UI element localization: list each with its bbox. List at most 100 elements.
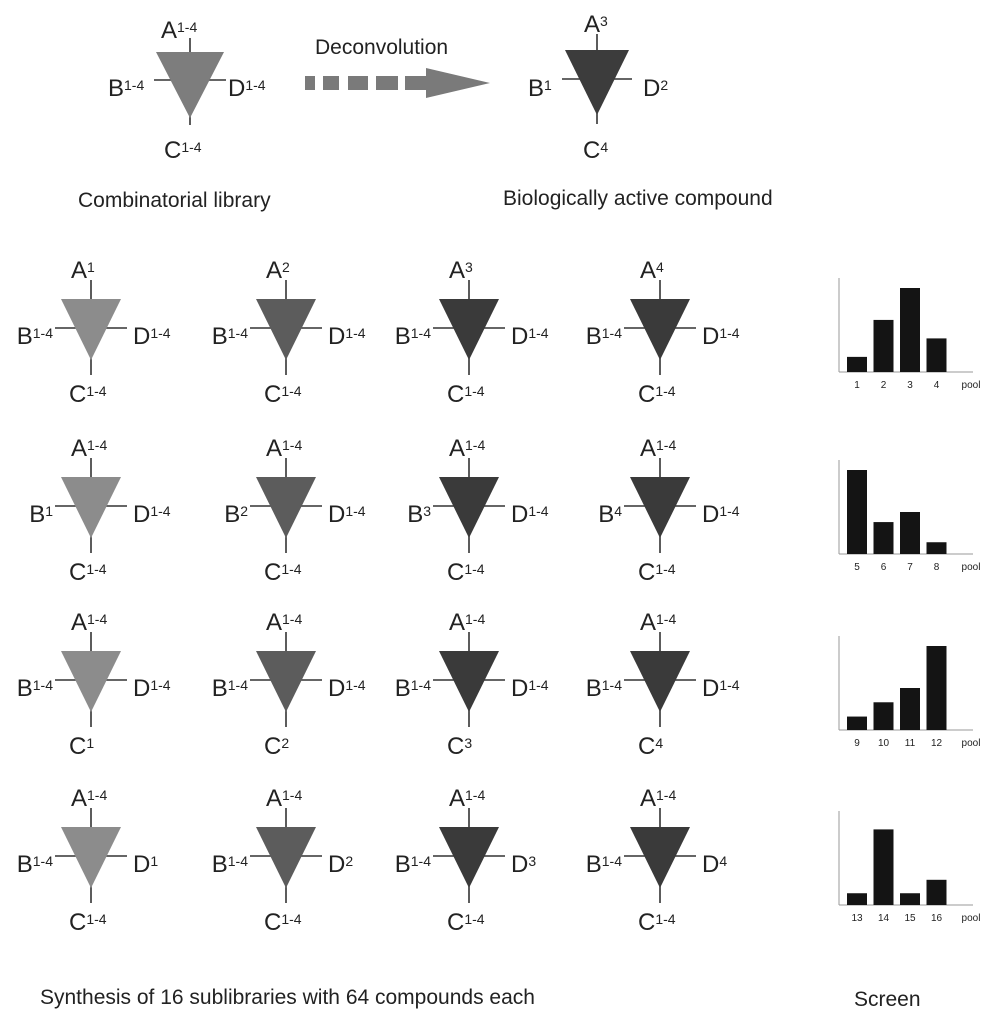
screen-chart-4: 13 14 15 16 pool (838, 811, 981, 924)
sublibrary-triangle (61, 299, 121, 360)
sublibrary-triangle (256, 651, 316, 712)
label-B: B1 (29, 501, 53, 528)
tick-label: 9 (854, 738, 860, 749)
sublibrary-15: A1-4 B1-4 D3 C1-4 (395, 785, 537, 936)
label-D: D1 (133, 851, 158, 878)
label-A: A1 (71, 257, 95, 284)
label-B: B1-4 (212, 323, 248, 350)
screen-caption: Screen (854, 988, 921, 1011)
active-caption: Biologically active compound (503, 187, 773, 210)
label-B: B1-4 (395, 323, 431, 350)
label-A: A2 (266, 257, 290, 284)
label-D: D1-4 (702, 675, 740, 702)
sublibrary-triangle (630, 477, 690, 538)
tick-label: pool (962, 562, 981, 573)
sublibrary-2: A2 B1-4 D1-4 C1-4 (212, 257, 366, 408)
label-A: A3 (449, 257, 473, 284)
sublibrary-grid: A1 B1-4 D1-4 C1-4 A2 B1-4 D1-4 C1-4 A3 B1-4 D1-4 C1… (17, 257, 740, 936)
label-C: C1-4 (638, 559, 676, 586)
sublibrary-triangle (256, 827, 316, 888)
label-A: A4 (640, 257, 664, 284)
label-D: D1-4 (228, 75, 266, 102)
label-C: C1-4 (638, 381, 676, 408)
label-A: A1-4 (71, 785, 107, 812)
label-B: B1-4 (586, 851, 622, 878)
label-B: B1-4 (395, 675, 431, 702)
bar (873, 522, 894, 554)
label-D: D1-4 (133, 323, 171, 350)
bar (900, 288, 920, 372)
sublibrary-triangle (439, 827, 499, 888)
bar (900, 688, 920, 730)
label-B: B1-4 (586, 675, 622, 702)
sublibrary-triangle (256, 299, 316, 360)
sublibrary-triangle (61, 651, 121, 712)
label-C: C1-4 (164, 137, 202, 164)
bar (847, 893, 867, 905)
label-B: B1-4 (395, 851, 431, 878)
label-D: D2 (328, 851, 353, 878)
label-C: C1 (69, 733, 94, 760)
sublibrary-13: A1-4 B1-4 D1 C1-4 (17, 785, 159, 936)
label-B: B1-4 (17, 851, 53, 878)
label-C: C1-4 (447, 559, 485, 586)
sublibrary-triangle (439, 651, 499, 712)
tick-label: 11 (905, 738, 916, 749)
label-B: B1-4 (17, 675, 53, 702)
bar (926, 542, 947, 554)
label-C: C2 (264, 733, 289, 760)
bar (847, 356, 867, 372)
library-triangle (156, 52, 224, 118)
label-C: C1-4 (264, 559, 302, 586)
label-C: C1-4 (264, 909, 302, 936)
label-D: D1-4 (133, 675, 171, 702)
label-A: A1-4 (640, 435, 676, 462)
synthesis-caption: Synthesis of 16 sublibraries with 64 com… (40, 986, 535, 1009)
label-A: A1-4 (449, 785, 485, 812)
sublibrary-11: A1-4 B1-4 D1-4 C3 (395, 609, 549, 760)
label-A: A1-4 (71, 609, 107, 636)
tick-label: pool (962, 380, 981, 391)
label-C: C1-4 (69, 909, 107, 936)
arrow-label: Deconvolution (315, 36, 448, 59)
active-triangle (565, 50, 629, 115)
label-D: D1-4 (133, 501, 171, 528)
sublibrary-7: A1-4 B3 D1-4 C1-4 (407, 435, 549, 586)
sublibrary-triangle (630, 299, 690, 360)
label-A: A1-4 (640, 609, 676, 636)
label-B: B1-4 (212, 851, 248, 878)
label-C: C1-4 (447, 909, 485, 936)
label-A: A1-4 (266, 785, 302, 812)
label-C: C4 (583, 137, 608, 164)
library-triangle-group: A1-4 B1-4 D1-4 C1-4 (108, 17, 266, 164)
label-D: D1-4 (511, 501, 549, 528)
label-A: A3 (584, 11, 608, 38)
label-C: C1-4 (264, 381, 302, 408)
sublibrary-4: A4 B1-4 D1-4 C1-4 (586, 257, 740, 408)
label-C: C1-4 (638, 909, 676, 936)
tick-label: pool (962, 913, 981, 924)
bar (926, 879, 947, 905)
label-A: A1-4 (266, 609, 302, 636)
label-A: A1-4 (266, 435, 302, 462)
label-C: C1-4 (69, 381, 107, 408)
label-A: A1-4 (449, 435, 485, 462)
active-compound-group: A3 B1 D2 C4 (528, 11, 668, 164)
tick-label: 1 (854, 380, 860, 391)
label-D: D1-4 (328, 501, 366, 528)
bar (900, 512, 920, 554)
sublibrary-triangle (630, 827, 690, 888)
tick-label: pool (962, 738, 981, 749)
screen-chart-1: 1 2 3 4 pool (838, 278, 981, 391)
bar (873, 702, 894, 730)
bar (900, 893, 920, 905)
sublibrary-1: A1 B1-4 D1-4 C1-4 (17, 257, 171, 408)
bar (926, 646, 947, 730)
label-D: D1-4 (702, 501, 740, 528)
bar (873, 829, 894, 905)
tick-label: 5 (854, 562, 860, 573)
label-C: C4 (638, 733, 663, 760)
label-D: D1-4 (511, 675, 549, 702)
